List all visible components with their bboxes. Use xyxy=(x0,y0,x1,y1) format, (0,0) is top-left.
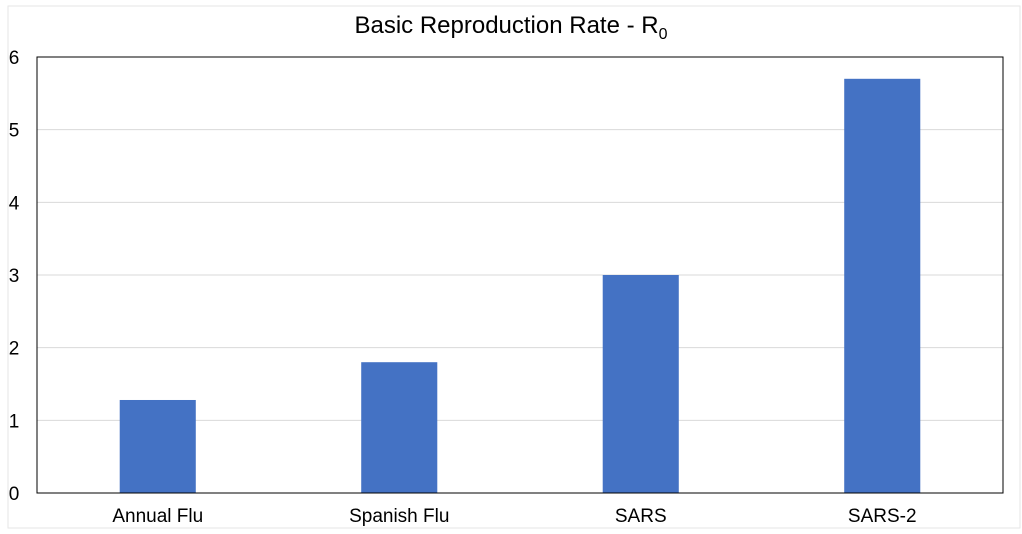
x-category-label: SARS-2 xyxy=(848,506,917,527)
bars xyxy=(119,78,921,494)
bar xyxy=(844,78,921,494)
x-category-label: Annual Flu xyxy=(112,506,203,527)
y-tick-label: 3 xyxy=(9,266,20,287)
axes xyxy=(36,56,1004,494)
y-tick-label: 5 xyxy=(9,121,20,142)
y-tick-labels: 0 1 2 3 4 5 6 xyxy=(9,48,20,505)
x-category-label: SARS xyxy=(615,506,667,527)
y-tick-label: 1 xyxy=(9,411,20,432)
x-category-labels: Annual Flu Spanish Flu SARS SARS-2 xyxy=(112,506,916,527)
bar xyxy=(361,362,438,493)
chart-title: Basic Reproduction Rate - R0 xyxy=(354,12,667,43)
chart-title-main: Basic Reproduction Rate - R xyxy=(354,12,658,39)
plot-area-border xyxy=(36,56,1004,494)
chart-title-subscript: 0 xyxy=(659,26,668,43)
y-tick-label: 0 xyxy=(9,484,20,505)
y-tick-label: 2 xyxy=(9,339,20,360)
bar xyxy=(602,275,679,493)
y-tick-label: 4 xyxy=(9,193,20,214)
y-tick-label: 6 xyxy=(9,48,20,69)
bar xyxy=(119,399,196,493)
x-category-label: Spanish Flu xyxy=(349,506,449,527)
